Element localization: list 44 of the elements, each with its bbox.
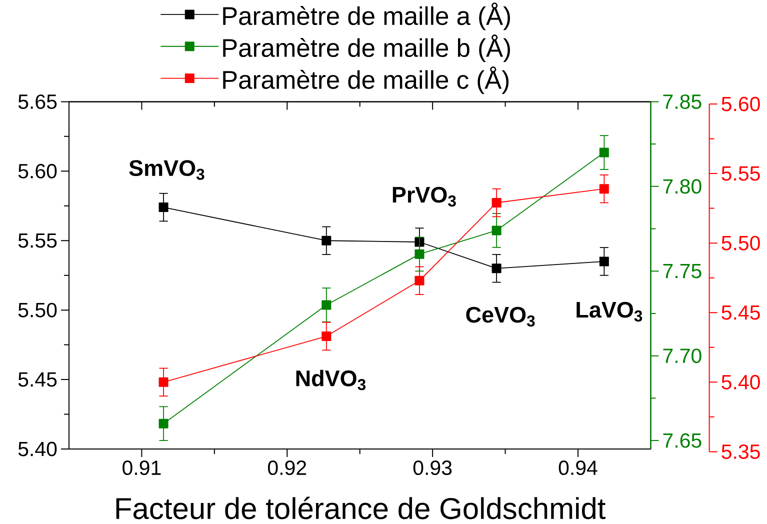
point [158, 377, 168, 387]
point [158, 202, 168, 212]
x-tick-label: 0.93 [413, 460, 452, 476]
y-tick-label: 5.50 [18, 302, 57, 318]
legend-label: Paramètre de maille c (Å) [223, 66, 509, 94]
y2-tick-label: 7.85 [663, 94, 702, 109]
y2-tick-label: 7.75 [663, 264, 702, 278]
y3-tick-label: 5.60 [722, 96, 760, 112]
point [599, 148, 609, 158]
y-tick-label: 5.65 [18, 94, 57, 109]
x-tick-label: 0.91 [122, 460, 161, 476]
x-tick-label: 0.92 [268, 460, 306, 476]
annotation: SmVO$_{3}$ [129, 160, 204, 180]
point [599, 256, 609, 266]
y2-tick-label: 7.70 [663, 348, 702, 364]
x-axis-title: Facteur de tolérance de Goldschmidt [116, 496, 606, 520]
point [322, 332, 332, 342]
annotation: LaVO$_{3}$ [576, 302, 642, 322]
annotation: CeVO$_{3}$ [466, 306, 535, 327]
y-tick-label: 5.60 [18, 164, 57, 178]
legend-label: Paramètre de maille a (Å) [223, 2, 510, 30]
x-tick-label: 0.94 [558, 460, 598, 476]
point [492, 198, 502, 208]
y-tick-label: 5.45 [18, 372, 57, 387]
point [322, 236, 332, 246]
y-tick-label: 5.40 [18, 442, 57, 456]
point [599, 184, 609, 194]
point [414, 249, 424, 259]
point [414, 276, 424, 286]
y3-tick-label: 5.40 [722, 374, 760, 390]
y2-tick-label: 7.80 [663, 179, 702, 194]
y3-tick-label: 5.50 [722, 236, 760, 250]
y3-tick-label: 5.45 [722, 305, 760, 320]
legend-label: Paramètre de maille b (Å) [223, 34, 510, 62]
y2-tick-label: 7.65 [663, 433, 702, 448]
annotation: NdVO$_{3}$ [296, 370, 366, 390]
point [158, 418, 168, 428]
point [322, 300, 332, 310]
y3-tick-label: 5.55 [722, 166, 760, 181]
annotation: PrVO$_{3}$ [392, 186, 456, 207]
point [492, 226, 502, 236]
y3-tick-label: 5.35 [722, 444, 760, 459]
point [492, 264, 502, 274]
y-tick-label: 5.55 [18, 233, 57, 248]
